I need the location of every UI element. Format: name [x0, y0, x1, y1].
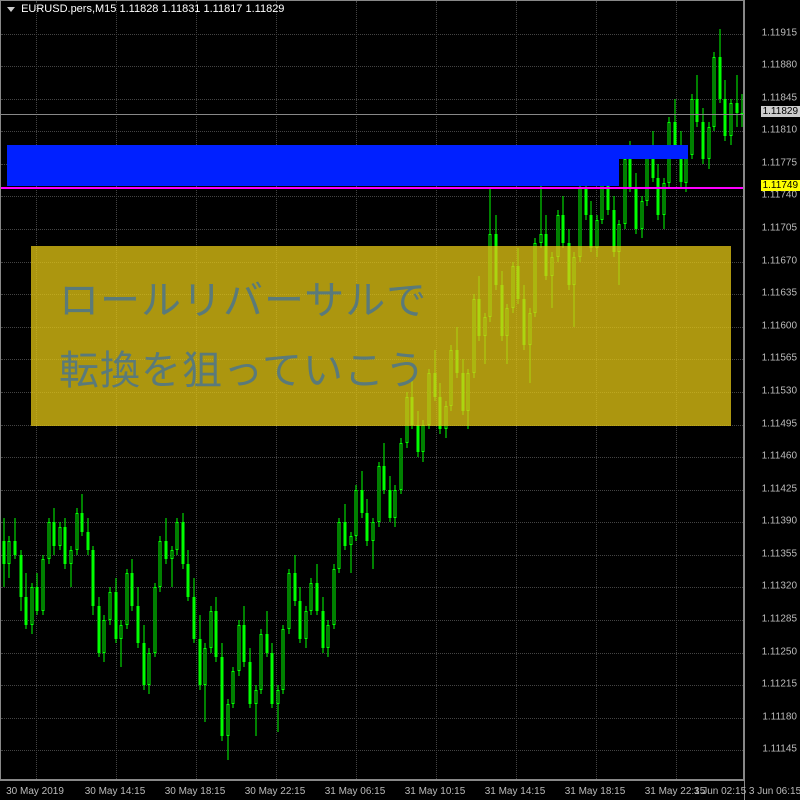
ytick-label: 1.11530 [762, 385, 797, 396]
grid-line-h [1, 457, 743, 458]
xtick-label: 31 May 14:15 [485, 786, 546, 797]
grid-line-h [1, 718, 743, 719]
ytick-label: 1.11810 [762, 125, 797, 136]
xtick-label: 3 Jun 02:15 [694, 786, 746, 797]
xtick-label: 31 May 06:15 [325, 786, 386, 797]
ytick-label: 1.11670 [762, 255, 797, 266]
overlay-annotation: ロールリバーサルで転換を狙っていこう [31, 246, 731, 426]
xtick-label: 30 May 18:15 [165, 786, 226, 797]
ytick-label: 1.11180 [762, 711, 797, 722]
xtick-label: 30 May 14:15 [85, 786, 146, 797]
magenta-level-line [1, 187, 743, 189]
ytick-label: 1.11390 [762, 516, 797, 527]
grid-line-h [1, 685, 743, 686]
ytick-label: 1.11845 [762, 92, 797, 103]
ytick-label: 1.11460 [762, 451, 797, 462]
ytick-label: 1.11705 [762, 223, 797, 234]
grid-line-h [1, 750, 743, 751]
chart-title: EURUSD.pers,M15 1.11828 1.11831 1.11817 … [7, 3, 284, 15]
xtick-label: 31 May 10:15 [405, 786, 466, 797]
xtick-label: 30 May 22:15 [245, 786, 306, 797]
x-axis: 30 May 2019 30 May 14:15 30 May 18:15 30 Ma… [0, 780, 744, 800]
ytick-label: 1.11285 [762, 613, 797, 624]
grid-line-h [1, 131, 743, 132]
title-text: EURUSD.pers,M15 1.11828 1.11831 1.11817 … [21, 3, 284, 15]
grid-line-h [1, 229, 743, 230]
ytick-label: 1.11600 [762, 320, 797, 331]
grid-line-h [1, 653, 743, 654]
ytick-label: 1.11775 [762, 157, 797, 168]
ytick-label: 1.11250 [762, 646, 797, 657]
xtick-label: 3 Jun 06:15 [749, 786, 800, 797]
current-price-line [1, 114, 743, 115]
ytick-label: 1.11320 [762, 581, 797, 592]
ytick-label: 1.11565 [762, 353, 797, 364]
ytick-label: 1.11915 [762, 27, 797, 38]
chart-plot-area[interactable]: EURUSD.pers,M15 1.11828 1.11831 1.11817 … [0, 0, 744, 780]
grid-line-h [1, 34, 743, 35]
ytick-label: 1.11740 [762, 190, 797, 201]
ytick-label: 1.11880 [762, 60, 797, 71]
ytick-label: 1.11495 [762, 418, 797, 429]
grid-line-h [1, 99, 743, 100]
grid-line-h [1, 196, 743, 197]
xtick-label: 31 May 18:15 [565, 786, 626, 797]
grid-line-h [1, 587, 743, 588]
y-axis: 1.11915 1.11880 1.11845 1.11810 1.11775 1.117… [744, 0, 800, 800]
current-price-label: 1.11829 [761, 106, 800, 117]
ytick-label: 1.11355 [762, 548, 797, 559]
ytick-label: 1.11215 [762, 679, 797, 690]
overlay-line2: 転換を狙っていこう [59, 349, 426, 393]
ytick-label: 1.11425 [762, 483, 797, 494]
overlay-line1: ロールリバーサルで [59, 279, 427, 323]
supply-zone [7, 145, 619, 186]
ytick-label: 1.11635 [762, 288, 797, 299]
supply-zone [619, 145, 688, 159]
chart-container: EURUSD.pers,M15 1.11828 1.11831 1.11817 … [0, 0, 800, 800]
magenta-level-label: 1.11749 [761, 180, 800, 191]
ytick-label: 1.11145 [762, 744, 797, 755]
dropdown-icon[interactable] [7, 7, 15, 12]
xtick-label: 30 May 2019 [6, 786, 64, 797]
grid-line-h [1, 490, 743, 491]
grid-line-h [1, 66, 743, 67]
grid-line-h [1, 620, 743, 621]
